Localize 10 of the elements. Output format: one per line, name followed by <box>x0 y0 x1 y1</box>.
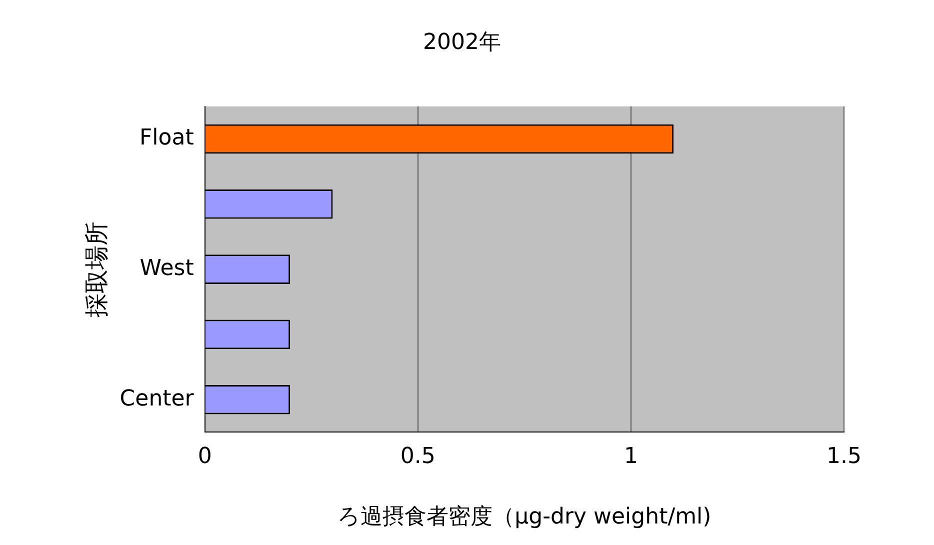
x-tick-label: 1 <box>624 444 638 470</box>
y-tick-label: Center <box>120 386 195 412</box>
y-axis-title: 採取場所 <box>82 221 111 318</box>
y-tick-label: West <box>140 256 194 282</box>
y-tick-label: Float <box>140 126 194 151</box>
x-tick-label: 0 <box>198 444 212 470</box>
x-axis-title: ろ過摂食者密度（μg-dry weight/ml) <box>338 504 712 530</box>
chart-title: 2002年 <box>423 30 501 55</box>
x-tick-label: 0.5 <box>400 444 436 470</box>
x-tick-label: 1.5 <box>826 444 862 470</box>
